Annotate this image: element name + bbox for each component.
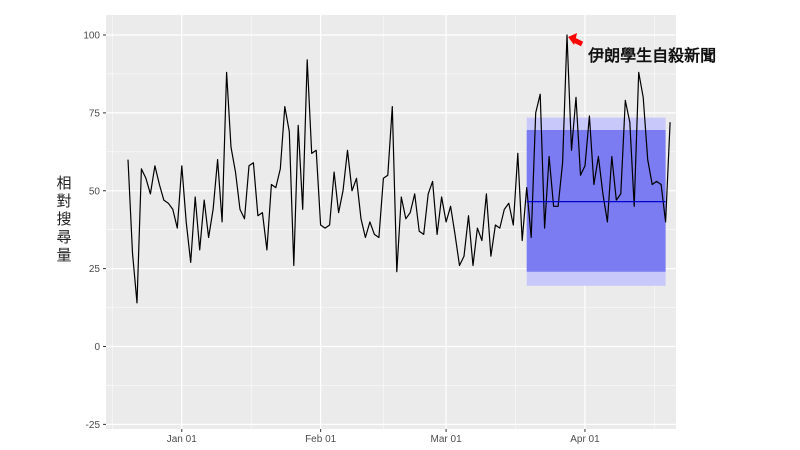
y-tick-label: 50 xyxy=(89,186,101,197)
annotation-arrow-head xyxy=(568,33,578,45)
annotation: 伊朗學生自殺新聞 xyxy=(568,33,716,65)
annotation-text: 伊朗學生自殺新聞 xyxy=(587,46,716,65)
x-tick-label: Apr 01 xyxy=(570,434,600,445)
y-tick-label: 100 xyxy=(83,31,100,42)
y-tick-label: -25 xyxy=(86,420,101,431)
x-tick-label: Feb 01 xyxy=(305,434,337,445)
forecast-band-80-rect xyxy=(526,130,666,272)
forecast-band-80 xyxy=(526,130,666,272)
x-tick-label: Jan 01 xyxy=(167,434,197,445)
series-group xyxy=(127,34,671,304)
y-tick-label: 25 xyxy=(89,264,101,275)
y-tick-label: 75 xyxy=(89,108,101,119)
y-axis: -25 0 25 50 75 100 xyxy=(83,31,106,431)
y-tick-label: 0 xyxy=(94,342,100,353)
y-axis-label: 相對搜尋量 xyxy=(56,174,71,264)
series-line xyxy=(127,34,671,304)
x-tick-label: Mar 01 xyxy=(431,434,463,445)
x-axis: Jan 01 Feb 01 Mar 01 Apr 01 xyxy=(167,429,600,445)
annotation-arrow-shaft xyxy=(572,37,584,47)
